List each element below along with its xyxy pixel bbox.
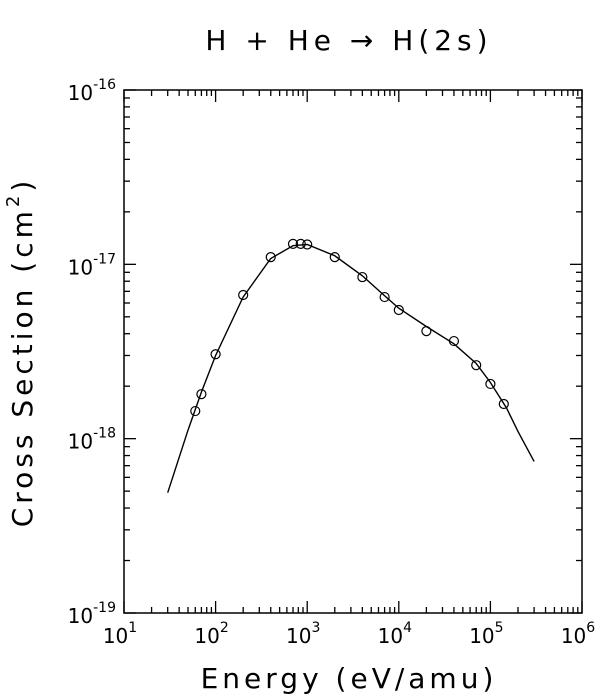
data-point bbox=[498, 398, 509, 410]
x-tick-label: 104 bbox=[378, 620, 412, 648]
data-point bbox=[421, 326, 432, 337]
x-tick-label: 105 bbox=[469, 620, 503, 648]
x-tick-label-base: 10 bbox=[378, 624, 403, 648]
plot-frame bbox=[123, 89, 583, 614]
y-axis-title-sup: 2 bbox=[3, 192, 24, 207]
data-point bbox=[295, 238, 306, 249]
y-tick-label-exp: -16 bbox=[93, 77, 116, 93]
x-tick-label: 101 bbox=[103, 620, 137, 648]
x-tick-label-base: 10 bbox=[561, 624, 586, 648]
data-point bbox=[485, 378, 496, 390]
y-axis-title-part: ) bbox=[6, 177, 39, 192]
data-point bbox=[302, 239, 313, 250]
data-point bbox=[196, 389, 207, 400]
chart-title: H + He → H(2s) bbox=[205, 24, 492, 57]
x-tick-label: 103 bbox=[286, 620, 320, 648]
data-point bbox=[471, 360, 482, 371]
data-point bbox=[265, 252, 276, 263]
y-tick-label-base: 10 bbox=[68, 255, 93, 279]
y-tick-label-base: 10 bbox=[68, 604, 93, 628]
x-axis-title: Energy (eV/amu) bbox=[201, 662, 498, 695]
y-tick-label-exp: -18 bbox=[93, 426, 116, 442]
data-point bbox=[329, 252, 340, 263]
y-tick-label-exp: -19 bbox=[93, 600, 116, 616]
x-tick-label-base: 10 bbox=[286, 624, 311, 648]
y-axis-title-part: Cross Section (cm bbox=[6, 207, 39, 527]
x-tick-label-base: 10 bbox=[194, 624, 219, 648]
x-tick-label-base: 10 bbox=[469, 624, 494, 648]
x-tick-label-exp: 3 bbox=[311, 620, 320, 636]
data-point bbox=[393, 304, 404, 316]
y-tick-label-base: 10 bbox=[68, 81, 93, 105]
x-tick-label-base: 10 bbox=[103, 624, 128, 648]
fit-line bbox=[167, 243, 535, 493]
data-point bbox=[287, 238, 299, 249]
data-point bbox=[357, 271, 368, 283]
x-tick-label-exp: 2 bbox=[220, 620, 229, 636]
y-tick-label-base: 10 bbox=[68, 429, 93, 453]
x-tick-label-exp: 4 bbox=[403, 620, 412, 636]
x-tick-label-exp: 1 bbox=[128, 620, 137, 636]
data-point bbox=[238, 289, 249, 301]
y-axis-title: Cross Section (cm2) bbox=[3, 177, 39, 528]
x-tick-label: 106 bbox=[561, 620, 595, 648]
data-point bbox=[379, 291, 390, 303]
x-tick-label: 102 bbox=[194, 620, 228, 648]
data-point bbox=[190, 405, 201, 417]
data-point bbox=[210, 349, 221, 360]
y-tick-label: 10-16 bbox=[68, 77, 116, 105]
y-tick-label-exp: -17 bbox=[93, 251, 116, 267]
y-tick-label: 10-17 bbox=[68, 251, 116, 279]
x-tick-label-exp: 6 bbox=[586, 620, 595, 636]
y-tick-label: 10-18 bbox=[68, 426, 116, 454]
x-tick-label-exp: 5 bbox=[495, 620, 504, 636]
y-tick-label: 10-19 bbox=[68, 600, 116, 628]
data-point bbox=[448, 335, 460, 347]
